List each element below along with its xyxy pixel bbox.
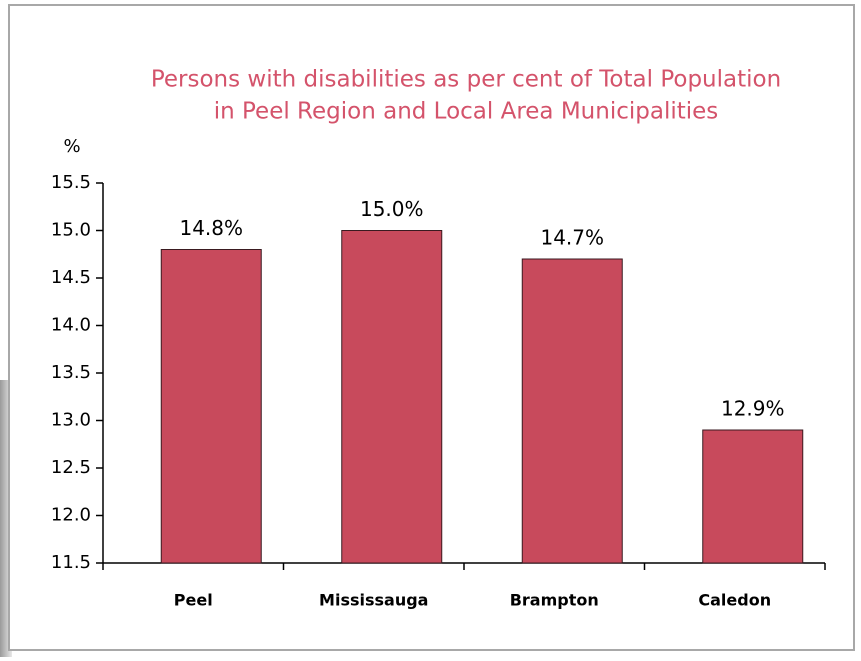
y-tick-label: 13.5	[51, 362, 91, 383]
y-tick-label: 11.5	[51, 552, 91, 573]
y-tick-label: 12.5	[51, 457, 91, 478]
value-label: 14.8%	[179, 216, 243, 240]
x-tick-label: Mississauga	[319, 591, 428, 610]
value-label: 15.0%	[360, 197, 424, 221]
value-label: 14.7%	[540, 226, 604, 250]
x-tick-label: Peel	[174, 591, 213, 610]
y-tick-label: 14.5	[51, 267, 91, 288]
y-tick-label: 12.0	[51, 505, 91, 526]
bar	[702, 429, 804, 564]
y-tick-label: 13.0	[51, 410, 91, 431]
y-tick-label: 14.0	[51, 315, 91, 336]
bar	[341, 230, 443, 564]
chart-title: in Peel Region and Local Area Municipali…	[214, 99, 719, 125]
y-tick-label: 15.5	[51, 172, 91, 193]
bar	[521, 258, 623, 564]
y-tick-label: 15.0	[51, 220, 91, 241]
bar	[160, 249, 262, 564]
y-axis-label: %	[63, 136, 80, 157]
value-label: 12.9%	[721, 397, 785, 421]
x-tick-label: Brampton	[510, 591, 599, 610]
chart-title: Persons with disabilities as per cent of…	[151, 67, 781, 93]
x-tick-label: Caledon	[698, 591, 771, 610]
